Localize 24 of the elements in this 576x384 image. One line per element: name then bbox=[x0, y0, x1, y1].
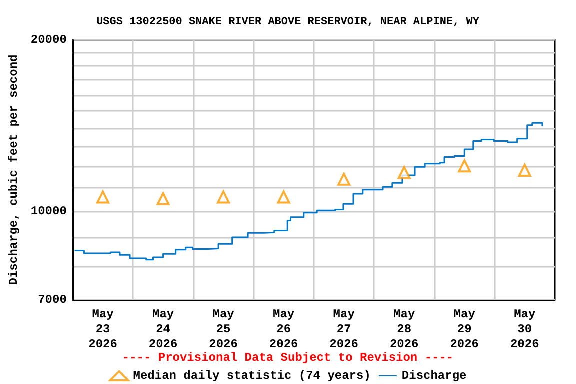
y-tick-label: 7000 bbox=[38, 293, 67, 307]
point bbox=[338, 172, 351, 186]
point bbox=[277, 190, 290, 204]
x-tick-label: May 30 2026 bbox=[510, 308, 540, 352]
y-tick-label: 20000 bbox=[30, 33, 67, 47]
x-tick-label: May 23 2026 bbox=[88, 308, 118, 352]
y-axis-title: Discharge, cubic feet per second bbox=[7, 54, 21, 286]
y-tick-label: 10000 bbox=[30, 204, 67, 219]
x-tick-label: May 24 2026 bbox=[148, 308, 178, 352]
legend-label: Discharge bbox=[402, 369, 467, 383]
legend-label: Median daily statistic (74 years) bbox=[133, 369, 371, 383]
point bbox=[156, 192, 170, 206]
point bbox=[398, 166, 411, 180]
point bbox=[518, 164, 532, 177]
text: ---- Provisional Data Subject to Revision ---- bbox=[122, 351, 454, 365]
chart-title: USGS 13022500 SNAKE RIVER ABOVE RESERVOIR, NEAR ALPINE, WY bbox=[96, 16, 480, 28]
x-tick-label: May 29 2026 bbox=[450, 308, 480, 352]
x-tick-label: May 28 2026 bbox=[390, 308, 419, 352]
x-tick-label: May 26 2026 bbox=[269, 308, 298, 352]
point bbox=[96, 190, 110, 204]
point bbox=[458, 160, 472, 173]
point bbox=[217, 190, 230, 204]
x-tick-label: May 27 2026 bbox=[330, 308, 358, 352]
x-tick-label: May 25 2026 bbox=[209, 308, 238, 352]
